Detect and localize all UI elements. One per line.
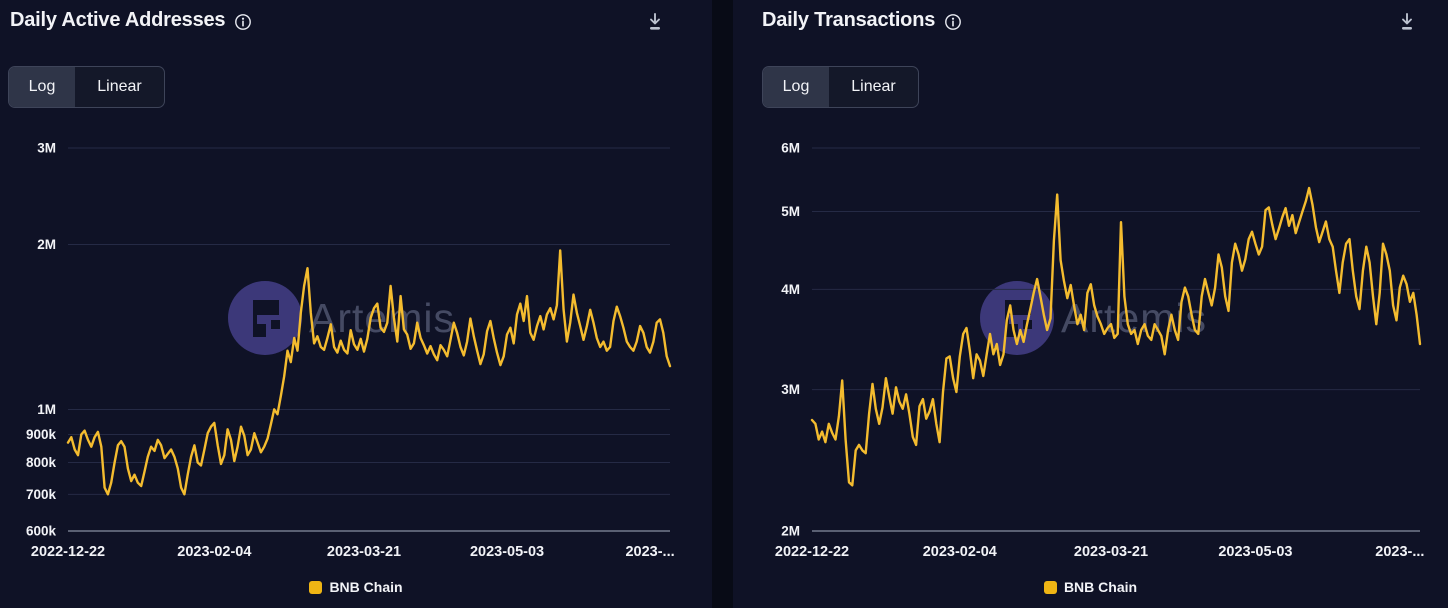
scale-toggle: Log Linear (8, 66, 165, 108)
series-line-bnb-chain (810, 186, 1422, 487)
download-icon (1402, 13, 1412, 30)
legend-label: BNB Chain (1063, 579, 1138, 595)
chart-plot-daily-transactions[interactable] (733, 0, 1448, 608)
legend-label: BNB Chain (329, 579, 403, 595)
info-icon[interactable] (944, 13, 962, 31)
legend-bnb-chain[interactable]: BNB Chain (733, 579, 1448, 595)
toggle-log-button[interactable]: Log (9, 67, 75, 107)
info-icon[interactable] (234, 13, 252, 31)
toggle-log-button[interactable]: Log (763, 67, 829, 107)
chart-title: Daily Transactions (762, 9, 962, 32)
download-icon (650, 13, 660, 30)
scale-toggle: Log Linear (762, 66, 919, 108)
toggle-linear-button[interactable]: Linear (75, 67, 164, 107)
chart-title: Daily Active Addresses (10, 9, 252, 32)
chart-title-text: Daily Active Addresses (10, 9, 226, 31)
legend-color-swatch (309, 580, 323, 594)
series-line-bnb-chain (66, 249, 672, 496)
download-button[interactable] (1394, 10, 1420, 36)
download-button[interactable] (642, 10, 668, 36)
legend-color-swatch (1043, 580, 1057, 594)
chart-plot-daily-active-addresses[interactable] (0, 0, 712, 608)
chart-title-text: Daily Transactions (762, 9, 936, 31)
panel-daily-active-addresses: Daily Active Addresses Log Linear Artemi… (0, 0, 712, 608)
toggle-linear-button[interactable]: Linear (829, 67, 918, 107)
legend-bnb-chain[interactable]: BNB Chain (0, 579, 712, 595)
panel-daily-transactions: Daily Transactions Log Linear Artemis (733, 0, 1448, 608)
